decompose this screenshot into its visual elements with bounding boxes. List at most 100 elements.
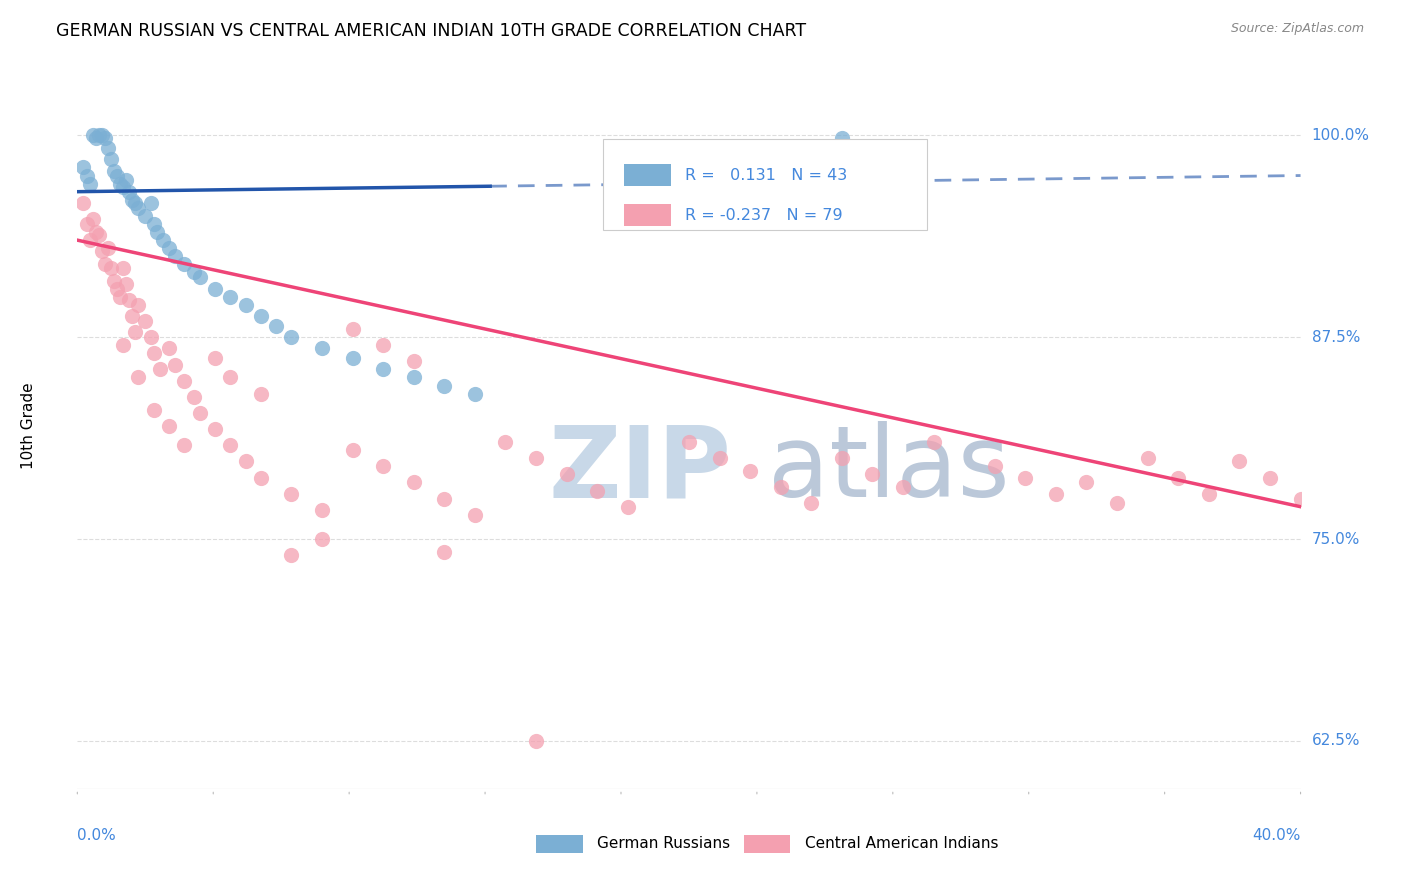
Text: 0.0%: 0.0%: [77, 829, 117, 843]
Point: [235, 298, 257, 312]
Point: [105, 282, 128, 296]
Point: [1014, 470, 1036, 484]
Point: [76, 169, 98, 183]
Point: [464, 508, 486, 522]
Point: [1198, 487, 1220, 501]
Point: [219, 438, 242, 452]
FancyBboxPatch shape: [603, 139, 928, 229]
Point: [165, 249, 187, 263]
Point: [87, 228, 110, 243]
Point: [250, 386, 273, 401]
Point: [311, 503, 333, 517]
Point: [103, 273, 125, 287]
Point: [121, 309, 143, 323]
Text: German Russians: German Russians: [598, 837, 730, 852]
Point: [76, 217, 98, 231]
Point: [139, 196, 162, 211]
Point: [524, 734, 547, 748]
Point: [342, 351, 364, 365]
Point: [82, 128, 104, 142]
Point: [157, 342, 180, 356]
Point: [94, 131, 117, 145]
Point: [495, 435, 517, 450]
Point: [173, 374, 195, 388]
Point: [188, 270, 211, 285]
Point: [342, 443, 364, 458]
Point: [342, 322, 364, 336]
Point: [112, 179, 135, 194]
Point: [157, 241, 180, 255]
Point: [142, 402, 165, 417]
Point: [831, 451, 853, 466]
Text: 62.5%: 62.5%: [1312, 733, 1360, 748]
Text: Source: ZipAtlas.com: Source: ZipAtlas.com: [1230, 22, 1364, 36]
Bar: [624, 164, 671, 186]
Point: [433, 378, 456, 392]
Point: [891, 480, 914, 494]
Point: [219, 370, 242, 384]
Point: [173, 257, 195, 271]
Bar: [624, 204, 671, 226]
Point: [984, 459, 1007, 474]
Point: [250, 309, 273, 323]
Point: [72, 161, 94, 175]
Point: [617, 500, 640, 514]
Point: [891, 185, 914, 199]
Point: [371, 459, 394, 474]
Point: [152, 233, 174, 247]
Point: [127, 298, 149, 312]
Point: [204, 422, 226, 436]
Point: [280, 548, 302, 562]
Point: [678, 435, 700, 450]
Point: [800, 496, 823, 510]
Point: [862, 467, 884, 482]
Point: [173, 438, 195, 452]
Point: [108, 177, 131, 191]
Point: [235, 454, 257, 468]
Point: [1289, 491, 1312, 506]
Point: [97, 141, 120, 155]
Point: [157, 419, 180, 434]
Point: [134, 314, 156, 328]
Text: atlas: atlas: [769, 421, 1010, 518]
Point: [280, 487, 302, 501]
Point: [87, 128, 110, 142]
Point: [402, 475, 425, 490]
Point: [586, 483, 609, 498]
Text: GERMAN RUSSIAN VS CENTRAL AMERICAN INDIAN 10TH GRADE CORRELATION CHART: GERMAN RUSSIAN VS CENTRAL AMERICAN INDIA…: [56, 22, 807, 40]
Point: [112, 260, 135, 275]
Point: [90, 244, 112, 259]
Point: [433, 491, 456, 506]
Point: [118, 293, 141, 307]
Point: [100, 153, 122, 167]
Point: [280, 330, 302, 344]
Point: [464, 386, 486, 401]
Point: [142, 217, 165, 231]
Point: [90, 128, 112, 142]
Text: 40.0%: 40.0%: [1253, 829, 1301, 843]
Point: [250, 470, 273, 484]
Point: [124, 196, 146, 211]
Point: [115, 277, 138, 291]
Point: [1107, 496, 1129, 510]
Text: R = -0.237   N = 79: R = -0.237 N = 79: [685, 208, 842, 223]
Point: [371, 338, 394, 352]
Text: 10th Grade: 10th Grade: [21, 383, 37, 469]
Point: [740, 464, 762, 478]
Bar: [744, 835, 790, 853]
Point: [115, 173, 138, 187]
Point: [134, 209, 156, 223]
Point: [1076, 475, 1098, 490]
Point: [1167, 470, 1189, 484]
Point: [769, 480, 792, 494]
Point: [97, 241, 120, 255]
Point: [118, 185, 141, 199]
Bar: [536, 835, 582, 853]
Point: [79, 233, 101, 247]
Point: [165, 358, 187, 372]
Point: [84, 225, 107, 239]
Point: [183, 390, 205, 404]
Point: [204, 351, 226, 365]
Point: [103, 163, 125, 178]
Point: [105, 169, 128, 183]
